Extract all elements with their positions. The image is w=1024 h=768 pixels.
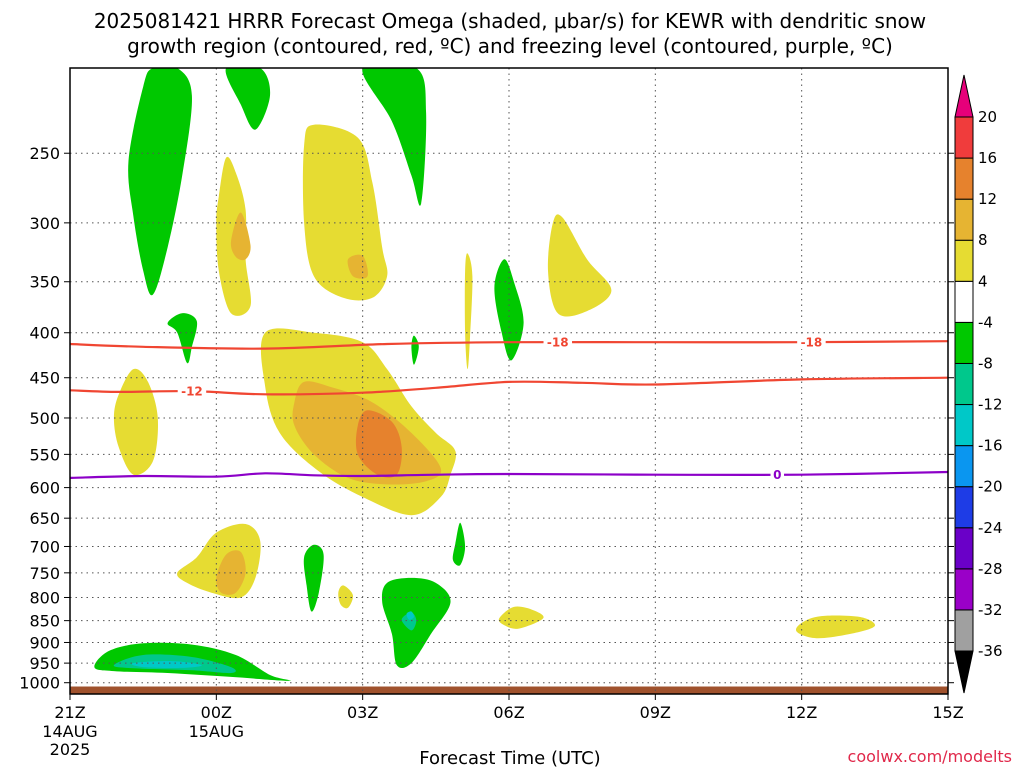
colorbar-tick-label: -12 — [978, 396, 1003, 414]
y-tick-label: 350 — [29, 273, 60, 292]
contour-label: -12 — [181, 385, 203, 399]
colorbar-box — [954, 527, 974, 570]
omega-region — [302, 124, 388, 301]
colorbar-box — [954, 280, 974, 323]
colorbar-box — [954, 321, 974, 364]
colorbar-tick-label: -20 — [978, 478, 1003, 496]
omega-region — [128, 68, 192, 296]
y-tick-label: 900 — [29, 633, 60, 652]
omega-region — [225, 68, 271, 130]
omega-region — [362, 68, 427, 206]
x-tick-label: 00Z — [201, 703, 232, 722]
colorbar-tick-label: 20 — [978, 108, 997, 126]
y-tick-label: 450 — [29, 369, 60, 388]
colorbar-box — [954, 445, 974, 488]
contour-label: -18 — [801, 336, 823, 350]
y-tick-label: 750 — [29, 564, 60, 583]
omega-region — [498, 606, 544, 629]
x-date-label: 14AUG — [42, 722, 97, 741]
contour-label: -18 — [547, 336, 569, 350]
colorbar-tick-label: -16 — [978, 437, 1003, 455]
y-tick-label: 800 — [29, 588, 60, 607]
contour-line — [70, 470, 948, 479]
y-tick-label: 850 — [29, 612, 60, 631]
y-tick-label: 700 — [29, 537, 60, 556]
x-date-label: 15AUG — [189, 722, 244, 741]
colorbar-tick-label: -24 — [978, 519, 1003, 537]
colorbar-tick-label: -36 — [978, 642, 1003, 660]
colorbar-tick-label: -4 — [978, 313, 993, 331]
colorbar-box — [954, 404, 974, 447]
chart-title-line2: growth region (contoured, red, ºC) and f… — [127, 34, 893, 58]
colorbar-arrow-bottom — [954, 650, 974, 694]
colorbar-tick-label: 16 — [978, 149, 997, 167]
omega-region — [464, 253, 473, 370]
contour-label-bg — [177, 384, 207, 399]
colorbar-tick-label: -32 — [978, 601, 1003, 619]
y-tick-label: 550 — [29, 445, 60, 464]
x-tick-label: 21Z — [54, 703, 85, 722]
contours: -18 -18 -12 0 — [70, 335, 948, 482]
omega-region — [795, 615, 876, 639]
omega-region — [131, 661, 202, 669]
contour-label-bg — [543, 335, 573, 350]
omega-region — [338, 585, 354, 609]
colorbar-tick-label: 4 — [978, 272, 988, 290]
y-tick-label: 300 — [29, 214, 60, 233]
x-year-label: 2025 — [50, 740, 91, 759]
y-tick-label: 500 — [29, 409, 60, 428]
colorbar-tick-label: -28 — [978, 560, 1003, 578]
omega-region — [167, 313, 198, 364]
omega-shading — [70, 68, 948, 694]
y-tick-label: 950 — [29, 654, 60, 673]
omega-region — [406, 611, 414, 620]
grid — [70, 68, 948, 694]
colorbar-box — [954, 609, 974, 652]
colorbar-box — [954, 116, 974, 159]
omega-region — [230, 212, 251, 261]
x-tick-label: 06Z — [493, 703, 524, 722]
chart-title-line1: 2025081421 HRRR Forecast Omega (shaded, … — [94, 9, 926, 33]
omega-region — [355, 410, 402, 478]
omega-region — [113, 368, 158, 476]
colorbar-box — [954, 198, 974, 241]
colorbar-tick-label: -8 — [978, 354, 993, 372]
x-axis-label: Forecast Time (UTC) — [419, 748, 600, 768]
colorbar-tick-label: 8 — [978, 231, 988, 249]
omega-region — [411, 335, 419, 365]
x-tick-label: 03Z — [347, 703, 378, 722]
contour-label-bg — [797, 335, 826, 350]
y-axis: 250 300 350 400 450 500 550 600 650 700 750 800 850 9… — [19, 144, 954, 693]
omega-region — [547, 214, 612, 317]
colorbar-box — [954, 157, 974, 200]
contour-label-bg — [770, 467, 785, 482]
colorbar: -36 -32 -28 -24 -20 -16 -12 -8 -4 4 8 12 16 20 — [954, 74, 1003, 694]
x-tick-label: 09Z — [640, 703, 671, 722]
omega-region — [303, 544, 324, 612]
x-tick-label: 15Z — [932, 703, 963, 722]
y-tick-label: 650 — [29, 509, 60, 528]
colorbar-box — [954, 239, 974, 282]
omega-region — [452, 522, 466, 566]
y-tick-label: 1000 — [19, 674, 60, 693]
contour-label: 0 — [773, 468, 781, 482]
y-tick-label: 400 — [29, 324, 60, 343]
colorbar-box — [954, 568, 974, 611]
x-tick-label: 12Z — [786, 703, 817, 722]
y-tick-label: 600 — [29, 479, 60, 498]
colorbar-tick-label: 12 — [978, 190, 997, 208]
omega-region — [381, 577, 451, 669]
colorbar-box — [954, 486, 974, 529]
credit-text: coolwx.com/modelts — [848, 747, 1012, 766]
colorbar-box — [954, 362, 974, 406]
omega-region — [494, 259, 524, 361]
y-tick-label: 250 — [29, 144, 60, 163]
colorbar-arrow-top — [954, 74, 974, 118]
